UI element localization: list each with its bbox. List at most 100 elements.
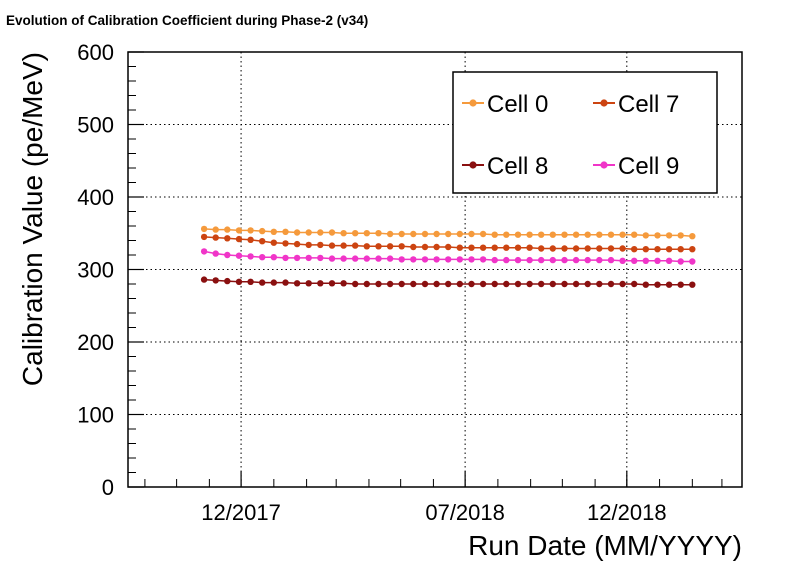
data-point [654, 257, 661, 264]
data-point [247, 227, 254, 234]
data-point [410, 280, 417, 288]
data-point [526, 231, 533, 238]
data-point [363, 255, 370, 262]
data-point [259, 238, 266, 245]
data-point [282, 240, 289, 247]
data-point [619, 257, 626, 264]
data-point [479, 256, 487, 263]
data-point [503, 280, 510, 288]
data-point [235, 235, 243, 243]
data-point [282, 228, 289, 235]
data-point [572, 245, 580, 252]
data-point [386, 280, 394, 288]
data-point [479, 244, 487, 251]
data-point [317, 280, 324, 287]
data-point [247, 278, 254, 285]
data-point [514, 231, 522, 238]
data-point [561, 245, 568, 252]
data-point [328, 229, 336, 236]
data-point [421, 280, 429, 288]
data-point [363, 243, 370, 250]
data-point [410, 256, 417, 263]
data-point [340, 230, 347, 237]
data-point [421, 243, 429, 251]
data-point [584, 256, 591, 264]
data-point [445, 256, 452, 263]
data-point [677, 281, 684, 288]
data-point [689, 246, 696, 253]
data-point [363, 230, 370, 237]
data-point [514, 280, 522, 288]
data-point [642, 232, 649, 239]
chart-title: Evolution of Calibration Coefficient dur… [6, 13, 368, 28]
data-point [235, 252, 243, 259]
data-point [561, 256, 568, 264]
data-point [514, 244, 522, 251]
data-point [421, 230, 429, 238]
data-point [200, 225, 208, 233]
data-point [410, 243, 417, 251]
data-point [398, 230, 405, 238]
data-point [212, 226, 219, 233]
data-point [305, 229, 312, 236]
data-point [293, 280, 301, 287]
data-point [282, 254, 289, 262]
data-point [689, 281, 696, 288]
data-point [596, 256, 603, 264]
data-point [619, 280, 626, 288]
data-point [468, 256, 475, 263]
data-point [456, 256, 463, 263]
data-point [665, 232, 673, 239]
data-point [340, 242, 347, 249]
data-point [212, 277, 219, 284]
legend-entry: Cell 9 [618, 153, 679, 180]
data-point [212, 250, 219, 257]
data-point [561, 280, 568, 288]
data-point [317, 241, 324, 249]
data-point [433, 280, 440, 288]
data-point [503, 244, 510, 251]
data-point [445, 230, 452, 238]
data-point [317, 254, 324, 262]
data-point [642, 257, 649, 264]
data-point [224, 226, 231, 233]
data-point [596, 280, 603, 288]
data-point [259, 279, 266, 286]
data-point [491, 280, 498, 288]
legend-marker [469, 161, 477, 169]
data-point [200, 233, 208, 241]
legend-entry: Cell 8 [487, 153, 548, 180]
data-point [247, 236, 254, 243]
data-point [433, 230, 440, 238]
data-point [235, 227, 243, 234]
data-point [491, 256, 498, 264]
legend: Cell 0 Cell 7 Cell 8 Cell 9 [452, 71, 718, 194]
data-point [386, 243, 394, 250]
data-point [503, 231, 510, 238]
data-point [538, 256, 545, 264]
data-point [596, 245, 603, 252]
data-point [572, 231, 580, 238]
legend-marker [600, 99, 608, 107]
series-cell-8 [200, 276, 696, 288]
data-point [607, 245, 615, 252]
data-point [375, 255, 382, 262]
data-point [479, 280, 487, 288]
data-point [305, 254, 312, 262]
data-point [282, 279, 289, 286]
data-point [328, 255, 336, 262]
data-point [584, 231, 591, 238]
data-point [352, 280, 359, 288]
data-point [352, 255, 359, 262]
data-point [445, 243, 452, 251]
data-point [607, 256, 615, 264]
data-point [340, 255, 347, 262]
y-tick-label: 600 [77, 40, 114, 65]
data-point [398, 243, 405, 250]
series-cell-9 [200, 248, 696, 265]
data-point [665, 246, 673, 253]
data-point [317, 229, 324, 236]
legend-box [452, 71, 718, 194]
data-point [410, 230, 417, 238]
